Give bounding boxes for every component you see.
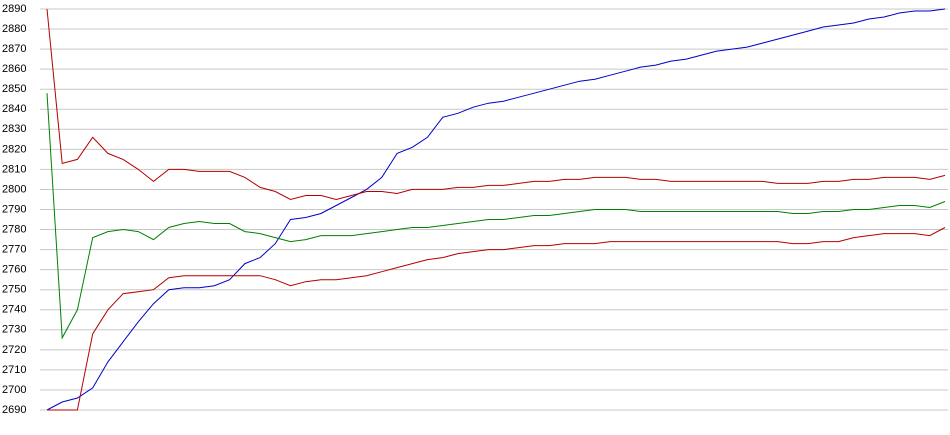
y-tick-label: 2820 [2, 143, 26, 155]
y-tick-label: 2690 [2, 404, 26, 416]
y-tick-label: 2860 [2, 63, 26, 75]
series-line [46, 93, 946, 340]
y-tick-label: 2720 [2, 344, 26, 356]
series-line [47, 227, 946, 411]
y-tick-label: 2780 [2, 223, 26, 235]
series-line [46, 8, 946, 411]
series-line [46, 8, 946, 201]
y-tick-label: 2740 [2, 304, 26, 316]
y-tick-label: 2890 [2, 3, 26, 15]
y-tick-label: 2710 [2, 364, 26, 376]
y-tick-label: 2770 [2, 244, 26, 256]
y-tick-label: 2870 [2, 43, 26, 55]
y-tick-label: 2800 [2, 183, 26, 195]
y-tick-label: 2810 [2, 163, 26, 175]
y-tick-label: 2850 [2, 83, 26, 95]
y-tick-label: 2700 [2, 384, 26, 396]
y-tick-label: 2760 [2, 264, 26, 276]
y-tick-label: 2830 [2, 123, 26, 135]
y-tick-label: 2750 [2, 284, 26, 296]
y-tick-label: 2880 [2, 23, 26, 35]
y-tick-label: 2730 [2, 324, 26, 336]
y-tick-label: 2790 [2, 203, 26, 215]
y-tick-label: 2840 [2, 103, 26, 115]
